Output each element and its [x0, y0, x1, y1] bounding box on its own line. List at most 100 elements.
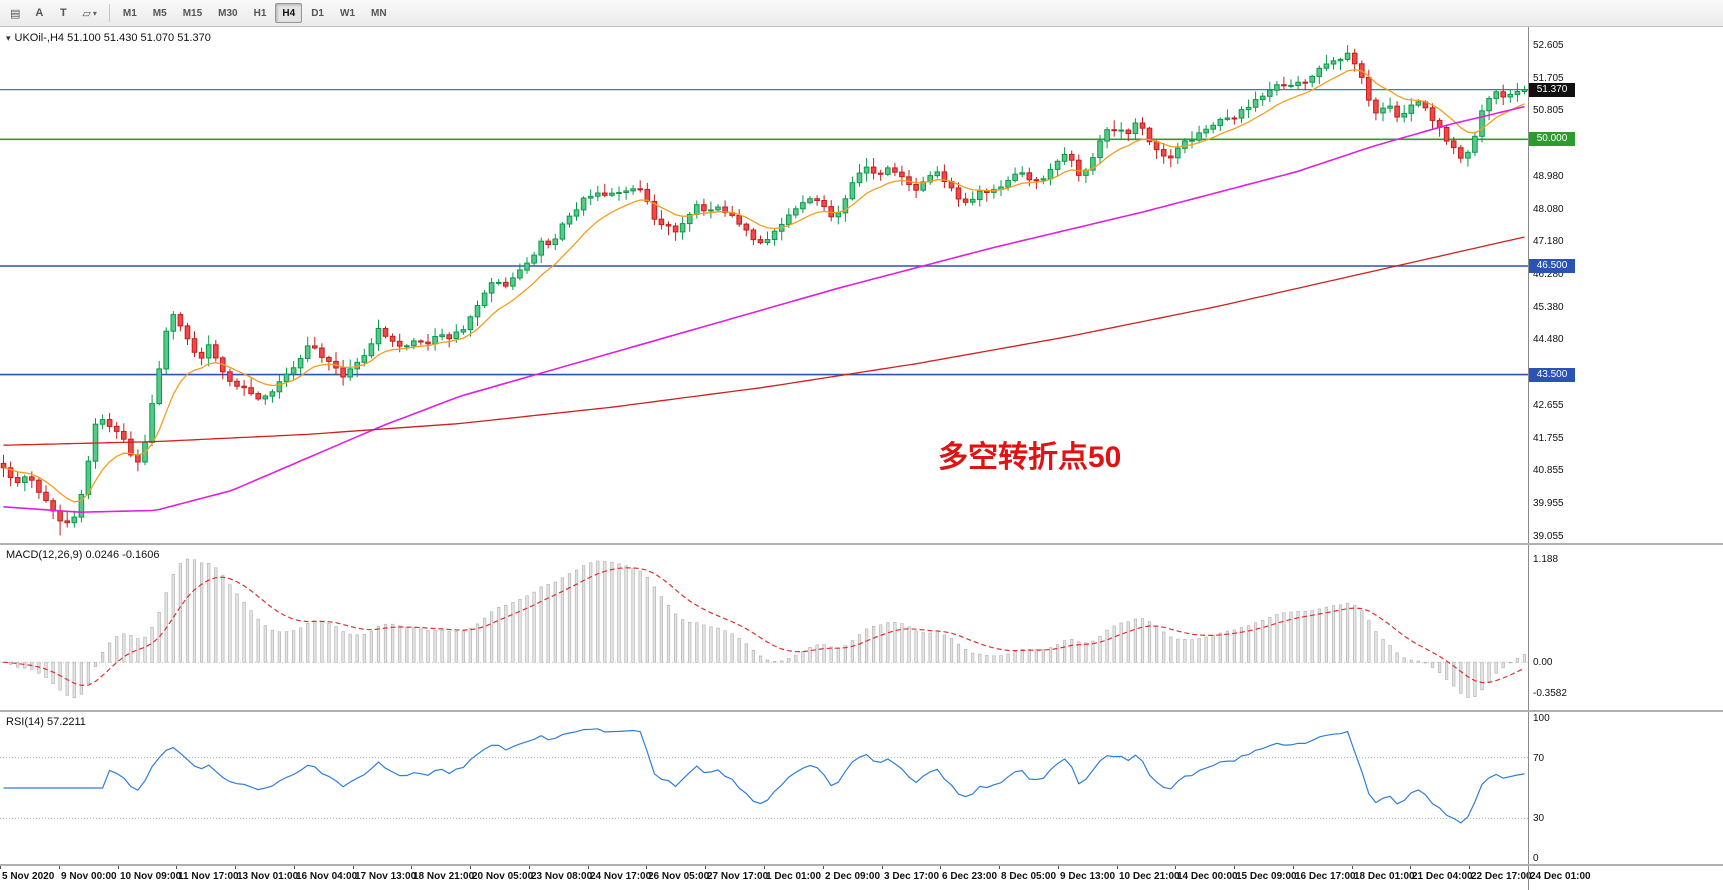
time-axis[interactable]: 5 Nov 2020 9 Nov 00:00 10 Nov 09:00 11 Nov …: [0, 866, 1723, 890]
time-axis-label: 22 Dec 17:00: [1471, 871, 1532, 882]
time-tick: [1058, 866, 1059, 869]
text-tool-icon[interactable]: T: [60, 7, 67, 19]
rsi-axis-label: 100: [1533, 713, 1550, 724]
price-axis-label: 41.755: [1533, 433, 1564, 444]
annotation-text: 多空转折点50: [938, 441, 1122, 474]
time-tick: [882, 866, 883, 869]
price-axis-label: 47.180: [1533, 236, 1564, 247]
timeframe-m5-button[interactable]: M5: [152, 7, 167, 19]
time-tick: [470, 866, 471, 869]
time-tick: [529, 866, 530, 869]
level-50-badge: 50.000: [1529, 132, 1575, 146]
time-tick: [1469, 866, 1470, 869]
time-axis-label: 27 Nov 17:00: [707, 871, 769, 882]
time-tick: [0, 866, 1, 869]
time-axis-label: 24 Nov 17:00: [590, 871, 652, 882]
timeframe-mn-button[interactable]: MN: [371, 7, 387, 19]
window-list-icon[interactable]: ▤: [10, 7, 21, 20]
time-tick: [705, 866, 706, 869]
time-axis-label: 11 Nov 17:00: [178, 871, 239, 882]
level-46-5-badge: 46.500: [1529, 259, 1575, 273]
rsi-chart[interactable]: [0, 712, 1528, 864]
main-price-chart[interactable]: [0, 27, 1528, 543]
time-tick: [1293, 866, 1294, 869]
macd-axis-label: 1.188: [1533, 554, 1559, 565]
time-axis-label: 5 Nov 2020: [2, 871, 55, 882]
timeframe-m30-button[interactable]: M30: [218, 7, 238, 19]
time-tick: [353, 866, 354, 869]
time-tick: [1117, 866, 1118, 869]
toolbar-separator: [108, 4, 110, 22]
price-axis-border: [1528, 27, 1529, 890]
time-tick: [59, 866, 60, 869]
time-tick: [176, 866, 177, 869]
time-tick: [294, 866, 295, 869]
time-axis-label: 18 Nov 21:00: [413, 871, 475, 882]
shapes-dropdown-icon[interactable]: ▱ ▾: [82, 7, 97, 20]
time-tick: [1410, 866, 1411, 869]
macd-axis-label: -0.3582: [1533, 688, 1567, 699]
time-tick: [764, 866, 765, 869]
time-tick: [118, 866, 119, 869]
time-tick: [588, 866, 589, 869]
time-axis-label: 9 Dec 13:00: [1060, 871, 1116, 882]
price-axis-label: 39.055: [1533, 531, 1564, 542]
timeframe-h4-button[interactable]: H4: [275, 3, 303, 23]
price-axis-label: 48.980: [1533, 171, 1564, 182]
time-tick: [823, 866, 824, 869]
rsi-title: RSI(14) 57.2211: [6, 716, 86, 728]
rsi-axis-label: 0: [1533, 853, 1539, 864]
price-axis-label: 51.705: [1533, 73, 1564, 84]
macd-axis-label: 0.00: [1533, 657, 1553, 668]
macd-chart[interactable]: [0, 545, 1528, 710]
timeframe-w1-button[interactable]: W1: [340, 7, 355, 19]
time-axis-label: 2 Dec 09:00: [825, 871, 881, 882]
time-axis-label: 16 Nov 04:00: [296, 871, 358, 882]
price-axis-label: 39.955: [1533, 498, 1564, 509]
time-axis-label: 26 Nov 05:00: [648, 871, 710, 882]
price-axis-label: 42.655: [1533, 400, 1564, 411]
time-axis-label: 1 Dec 01:00: [766, 871, 822, 882]
time-tick: [1175, 866, 1176, 869]
panel-divider[interactable]: [0, 543, 1723, 545]
price-axis-label: 50.805: [1533, 105, 1564, 116]
time-axis-label: 23 Nov 08:00: [531, 871, 593, 882]
time-tick: [1234, 866, 1235, 869]
time-tick: [1352, 866, 1353, 869]
toolbar-tools: ▤ A T ▱ ▾: [4, 3, 103, 24]
time-axis-label: 6 Dec 23:00: [942, 871, 998, 882]
time-axis-label: 17 Nov 13:00: [355, 871, 417, 882]
panel-divider[interactable]: [0, 864, 1723, 866]
time-axis-label: 20 Nov 05:00: [472, 871, 534, 882]
dropdown-caret-icon: ▾: [92, 8, 97, 18]
time-tick: [411, 866, 412, 869]
toolbar: ▤ A T ▱ ▾ M1 M5 M15 M30 H1 H4 D1 W1 MN: [0, 0, 1723, 27]
chart-title: ▾ UKOil-,H4 51.100 51.430 51.070 51.370: [6, 32, 211, 44]
price-axis-label: 52.605: [1533, 40, 1564, 51]
panel-divider[interactable]: [0, 710, 1723, 712]
price-axis-label: 40.855: [1533, 465, 1564, 476]
time-axis-label: 21 Dec 04:00: [1412, 871, 1473, 882]
time-tick: [999, 866, 1000, 869]
time-tick: [646, 866, 647, 869]
timeframe-d1-button[interactable]: D1: [311, 7, 324, 19]
time-axis-label: 24 Dec 01:00: [1530, 871, 1591, 882]
current-price-badge: 51.370: [1529, 83, 1575, 97]
time-axis-label: 10 Dec 21:00: [1119, 871, 1180, 882]
timeframe-h1-button[interactable]: H1: [253, 7, 267, 19]
time-axis-label: 3 Dec 17:00: [884, 871, 940, 882]
timeframe-m1-button[interactable]: M1: [122, 7, 137, 19]
time-axis-label: 14 Dec 00:00: [1177, 871, 1238, 882]
level-43-5-badge: 43.500: [1529, 368, 1575, 382]
time-tick: [235, 866, 236, 869]
cursor-tool-icon[interactable]: A: [35, 7, 44, 19]
rsi-axis-label: 70: [1533, 753, 1545, 764]
time-axis-label: 9 Nov 00:00: [61, 871, 117, 882]
collapse-arrow-icon[interactable]: ▾: [6, 33, 11, 43]
price-axis-label: 48.080: [1533, 204, 1564, 215]
timeframe-m15-button[interactable]: M15: [182, 7, 203, 19]
time-axis-label: 13 Nov 01:00: [237, 871, 299, 882]
rsi-axis-label: 30: [1533, 813, 1545, 824]
time-axis-label: 18 Dec 01:00: [1354, 871, 1415, 882]
time-tick: [940, 866, 941, 869]
